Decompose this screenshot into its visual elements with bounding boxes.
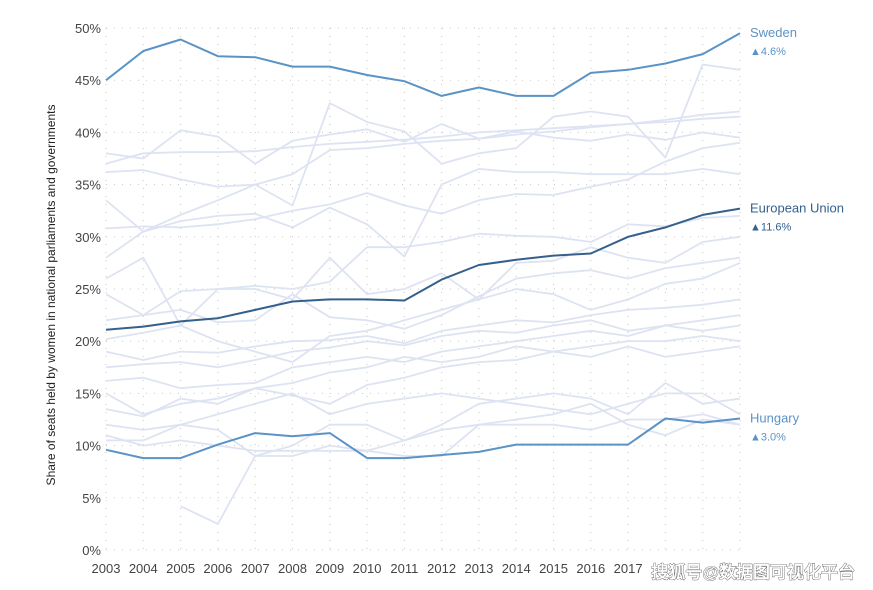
x-tick-label: 2011: [390, 561, 418, 576]
european-union-line: [105, 207, 741, 331]
background-series-line: [106, 402, 741, 457]
background-series-line: [105, 110, 741, 188]
background-series-line: [105, 123, 741, 165]
y-axis: 0% 5% 10% 15% 20% 25% 30% 35% 40% 45% 50%: [75, 21, 101, 558]
x-tick-label: 2012: [427, 561, 456, 576]
watermark: 搜狐号@数据图可视化平台: [651, 562, 855, 582]
sweden-change-label: ▲4.6%: [750, 46, 786, 58]
x-tick-label: 2016: [576, 561, 605, 576]
background-series-line: [105, 63, 741, 233]
background-series-line: [105, 324, 741, 390]
x-tick-label: 2013: [464, 561, 493, 576]
background-series-line: [105, 298, 741, 361]
background-series-line: [105, 141, 741, 230]
background-series-line: [105, 256, 741, 330]
hungary-label: Hungary: [750, 410, 800, 425]
european-union-change-label: ▲11.6%: [750, 222, 791, 234]
background-series-line: [105, 345, 741, 418]
x-tick-label: 2007: [241, 561, 270, 576]
x-tick-label: 2017: [614, 561, 643, 576]
y-tick-label: 15%: [75, 386, 101, 401]
background-series-line: [105, 215, 741, 327]
background-series-line: [180, 413, 741, 525]
x-tick-label: 2005: [166, 561, 195, 576]
background-series-line: [105, 382, 741, 452]
x-tick-label: 2003: [92, 561, 121, 576]
background-series-line: [105, 392, 741, 431]
y-tick-label: 45%: [75, 73, 101, 88]
y-tick-label: 50%: [75, 21, 101, 36]
hungary-line: [105, 417, 741, 460]
y-tick-label: 5%: [82, 491, 101, 506]
x-tick-label: 2009: [315, 561, 344, 576]
european-union-label: European Union: [750, 201, 844, 216]
y-tick-label: 30%: [75, 230, 101, 245]
x-tick-label: 2010: [353, 561, 382, 576]
y-tick-label: 25%: [75, 282, 101, 297]
y-tick-label: 20%: [75, 334, 101, 349]
x-tick-label: 2004: [129, 561, 158, 576]
y-tick-label: 0%: [82, 543, 101, 558]
sweden-line: [105, 32, 741, 97]
x-tick-label: 2014: [502, 561, 531, 576]
y-tick-label: 10%: [75, 439, 101, 454]
hungary-change-label: ▲3.0%: [750, 431, 786, 443]
background-series-line: [105, 262, 741, 363]
background-series-line: [105, 335, 741, 416]
y-tick-label: 35%: [75, 178, 101, 193]
x-tick-label: 2008: [278, 561, 307, 576]
x-tick-label: 2006: [203, 561, 232, 576]
background-series-line: [105, 314, 741, 369]
grid: [105, 27, 741, 551]
background-series-line: [105, 235, 741, 316]
background-series: [105, 63, 741, 525]
series-labels: Sweden ▲4.6% European Union ▲11.6% Hungary ▲3…: [750, 25, 844, 443]
y-tick-label: 40%: [75, 125, 101, 140]
sweden-label: Sweden: [750, 25, 797, 40]
y-axis-label: Share of seats held by women in national…: [44, 105, 58, 486]
x-tick-label: 2015: [539, 561, 568, 576]
highlighted-series: [105, 32, 741, 460]
x-axis: 2003 2004 2005 2006 2007 2008 2009 2010 2011 2012…: [92, 561, 643, 576]
background-series-line: [105, 115, 741, 165]
background-series-line: [105, 168, 741, 259]
